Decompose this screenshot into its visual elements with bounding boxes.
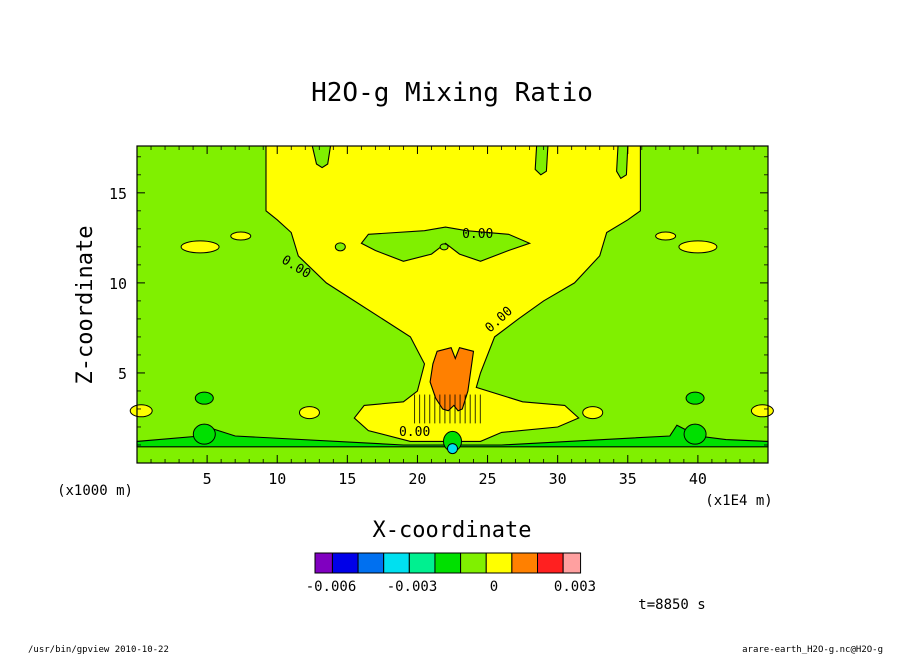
x-unit-label: (x1E4 m): [705, 493, 772, 509]
x-tick-label: 5: [203, 470, 212, 488]
plot-frame: [136, 145, 769, 464]
core-region: [429, 347, 475, 412]
island-low-e: [582, 406, 604, 420]
surface-bump-e: [683, 423, 707, 445]
y-tick-label: 5: [118, 365, 127, 383]
colorbar-label: 0: [490, 579, 498, 595]
colorbar-cell: [511, 552, 539, 574]
colorbar-label: -0.003: [387, 579, 438, 595]
island-w: [180, 240, 220, 254]
colorbar-cell: [383, 552, 410, 574]
island-w2: [230, 231, 252, 241]
time-annotation: t=8850 s: [638, 597, 705, 613]
contour-label: 0.00: [462, 227, 493, 242]
x-tick-label: 10: [268, 470, 286, 488]
small-gap-2: [439, 243, 449, 251]
island-far-e: [750, 404, 774, 418]
column-deep: [447, 443, 458, 455]
y-axis-label: Z-coordinate: [73, 226, 98, 385]
footer-right: arare-earth_H2O-g.nc@H2O-g: [742, 645, 883, 654]
footer-left: /usr/bin/gpview 2010-10-22: [28, 645, 169, 654]
small-gap-1: [334, 242, 346, 252]
x-tick-label: 20: [408, 470, 426, 488]
colorbar-label: -0.006: [306, 579, 357, 595]
x-tick-label: 25: [479, 470, 497, 488]
anvil-gap: [360, 226, 532, 262]
colorbar-cell: [408, 552, 436, 574]
contour-label: 0.00: [399, 425, 430, 440]
colorbar-cell: [314, 552, 333, 574]
colorbar-label: 0.003: [554, 579, 596, 595]
x-tick-label: 35: [619, 470, 637, 488]
surface-bump-w: [192, 423, 216, 445]
colorbar-cell: [331, 552, 359, 574]
island-e: [678, 240, 718, 254]
island-low-w: [298, 406, 320, 420]
colorbar-cell: [537, 552, 564, 574]
y-tick-label: 15: [109, 185, 127, 203]
x-tick-label: 30: [549, 470, 567, 488]
x-axis-label: X-coordinate: [373, 518, 532, 543]
plot-area: [129, 145, 774, 464]
island-e2: [655, 231, 677, 241]
low-blob-e: [685, 391, 705, 405]
colorbar-cell: [562, 552, 582, 574]
x-axis: 5 10 15 20 25 30 35 40: [150, 146, 755, 488]
colorbar-cell: [357, 552, 385, 574]
island-far-w: [129, 404, 153, 418]
y-unit-label: (x1000 m): [57, 483, 133, 499]
upper-gap-right: [616, 145, 629, 180]
x-tick-label: 15: [338, 470, 356, 488]
x-tick-label: 40: [689, 470, 707, 488]
colorbar: [314, 552, 582, 574]
colorbar-cell: [485, 552, 513, 574]
upper-gap-mid: [534, 145, 549, 176]
plume-region: [265, 145, 641, 442]
y-axis: 5 10 15: [109, 156, 768, 446]
low-blob-w: [194, 391, 214, 405]
field-regions: [129, 145, 774, 455]
colorbar-labels: -0.006 -0.003 0 0.003: [306, 579, 596, 595]
colorbar-cell: [460, 552, 487, 574]
chart-title: H2O-g Mixing Ratio: [311, 78, 593, 108]
y-tick-label: 10: [109, 275, 127, 293]
colorbar-cell: [434, 552, 462, 574]
